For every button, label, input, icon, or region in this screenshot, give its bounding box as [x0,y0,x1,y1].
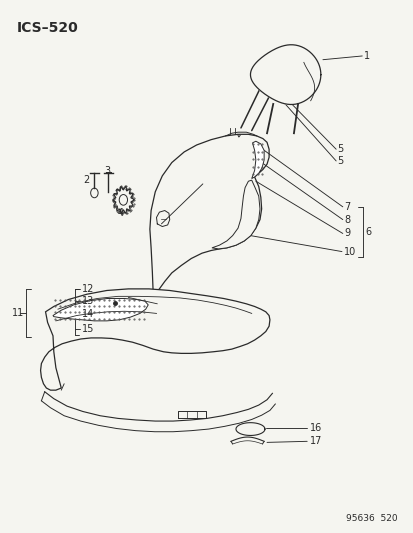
Text: 6: 6 [364,227,370,237]
Text: 1: 1 [363,51,369,61]
Text: 5: 5 [337,156,343,166]
Text: 3: 3 [104,166,110,175]
Text: 12: 12 [82,284,94,294]
Text: 5: 5 [337,144,343,154]
Text: ICS–520: ICS–520 [17,21,78,35]
Polygon shape [250,45,320,104]
Text: 11: 11 [12,308,24,318]
Polygon shape [150,134,268,293]
Polygon shape [211,180,259,249]
Text: 9: 9 [344,229,350,238]
Text: 95636  520: 95636 520 [345,514,396,523]
Text: 8: 8 [344,215,350,224]
Text: 16: 16 [309,423,321,433]
Text: 17: 17 [309,437,321,446]
Polygon shape [53,298,148,321]
Text: 4: 4 [117,208,123,218]
Text: 14: 14 [82,310,94,319]
Polygon shape [235,423,264,435]
Text: 2: 2 [83,175,89,185]
Text: 15: 15 [82,325,94,334]
Polygon shape [251,141,263,179]
Text: 7: 7 [344,202,350,212]
Text: 10: 10 [344,247,356,256]
Text: 13: 13 [82,296,94,306]
Polygon shape [40,289,269,390]
